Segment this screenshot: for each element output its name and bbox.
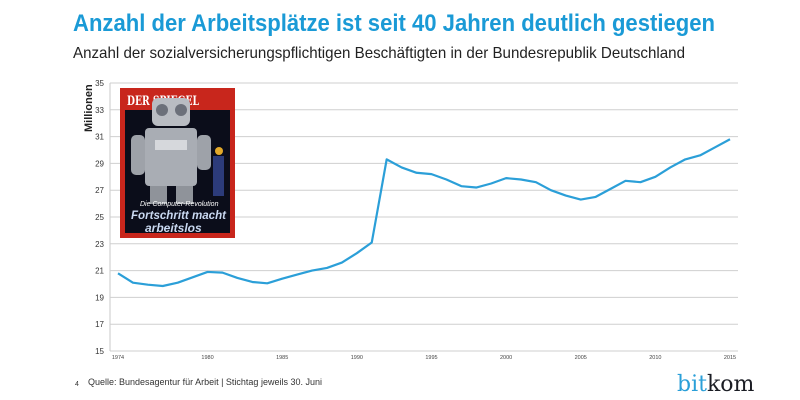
logo-part-kom: kom <box>707 372 755 397</box>
data-point <box>490 183 492 185</box>
data-point <box>475 187 477 189</box>
x-tick-label: 2015 <box>724 355 736 361</box>
source-note: Quelle: Bundesagentur für Arbeit | Stich… <box>88 377 322 387</box>
page-subtitle: Anzahl der sozialversicherungspflichtige… <box>73 45 685 62</box>
data-point <box>326 267 328 269</box>
data-point <box>595 196 597 198</box>
data-point <box>386 158 388 160</box>
y-axis-ticks: 15 17 19 21 23 25 27 29 31 33 35 <box>95 79 104 356</box>
x-tick-label: 1985 <box>276 355 288 361</box>
data-point <box>669 166 671 168</box>
page-title: Anzahl der Arbeitsplätze ist seit 40 Jah… <box>73 10 715 37</box>
data-point <box>296 274 298 276</box>
y-tick-label: 23 <box>95 240 104 249</box>
data-point <box>207 271 209 273</box>
x-axis-ticks: 1974 1980 1985 1990 1995 2000 2005 2010 2015 <box>112 355 736 361</box>
data-point <box>356 252 358 254</box>
data-point <box>221 272 223 274</box>
y-tick-label: 35 <box>95 79 104 88</box>
data-point <box>520 178 522 180</box>
data-point <box>625 180 627 182</box>
data-point <box>281 278 283 280</box>
data-point <box>714 146 716 148</box>
data-point <box>550 189 552 191</box>
data-point <box>266 282 268 284</box>
data-point <box>416 172 418 174</box>
y-tick-label: 21 <box>95 267 104 276</box>
cover-kicker: Die Computer-Revolution <box>140 201 219 208</box>
bitkom-logo: bitkom <box>677 372 755 397</box>
data-point <box>117 272 119 274</box>
y-tick-label: 15 <box>95 347 104 356</box>
data-point <box>177 282 179 284</box>
data-point <box>132 282 134 284</box>
y-tick-label: 19 <box>95 293 104 302</box>
data-point <box>610 188 612 190</box>
spiegel-cover-image: DER SPIEGEL Die Computer-Revolution Fort… <box>120 88 235 238</box>
data-point <box>371 241 373 243</box>
x-tick-label: 2000 <box>500 355 512 361</box>
data-point <box>639 181 641 183</box>
data-point <box>699 154 701 156</box>
data-point <box>192 276 194 278</box>
data-point <box>565 195 567 197</box>
data-point <box>505 177 507 179</box>
data-point <box>147 284 149 286</box>
x-tick-label: 2010 <box>649 355 661 361</box>
data-point <box>654 176 656 178</box>
robot-icon <box>131 98 211 204</box>
page-number: 4 <box>75 381 79 388</box>
data-point <box>251 281 253 283</box>
data-point <box>311 270 313 272</box>
data-point <box>729 138 731 140</box>
y-tick-label: 27 <box>95 186 104 195</box>
x-tick-label: 1995 <box>425 355 437 361</box>
data-point <box>460 185 462 187</box>
cover-headline-2: arbeitslos <box>145 221 202 235</box>
data-point <box>445 178 447 180</box>
y-tick-label: 31 <box>95 133 104 142</box>
x-tick-label: 2005 <box>575 355 587 361</box>
cover-headline-1: Fortschritt macht <box>131 208 227 222</box>
y-axis-label: Millionen <box>83 84 95 132</box>
data-point <box>236 277 238 279</box>
data-point <box>162 285 164 287</box>
data-point <box>341 262 343 264</box>
data-point <box>684 158 686 160</box>
data-point <box>430 173 432 175</box>
worker-figure-icon <box>213 147 224 196</box>
employment-line <box>117 138 731 288</box>
x-tick-label: 1990 <box>351 355 363 361</box>
data-point <box>401 166 403 168</box>
series-line <box>117 138 731 288</box>
logo-part-bit: bit <box>677 372 707 397</box>
y-tick-label: 17 <box>95 320 104 329</box>
y-tick-label: 33 <box>95 106 104 115</box>
x-tick-label: 1980 <box>201 355 213 361</box>
data-point <box>535 181 537 183</box>
x-tick-label: 1974 <box>112 355 124 361</box>
y-tick-label: 25 <box>95 213 104 222</box>
y-tick-label: 29 <box>95 159 104 168</box>
data-point <box>580 199 582 201</box>
